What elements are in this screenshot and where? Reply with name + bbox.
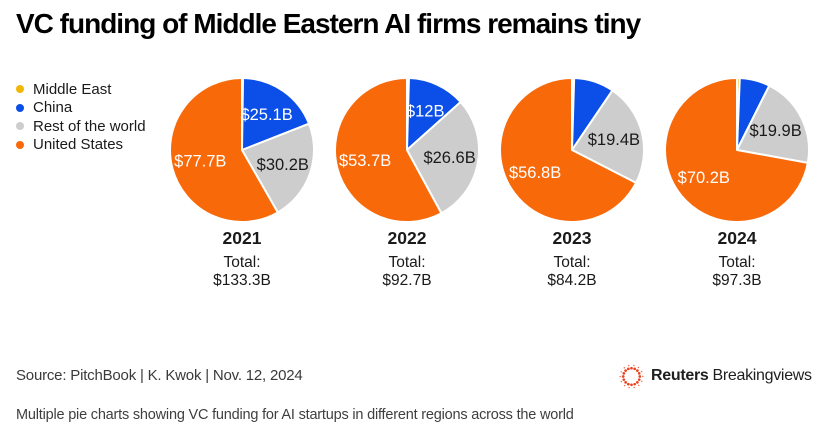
pie-slice-united-states <box>169 77 279 223</box>
legend-item-china: China <box>16 99 146 118</box>
legend-label: Middle East <box>33 80 112 98</box>
slice-value-label: $12B <box>406 102 445 120</box>
logo-dot <box>630 366 633 370</box>
year-label: 2023 <box>552 228 592 248</box>
total-value: $97.3B <box>712 272 762 289</box>
pie-slice-rest-of-world <box>571 89 645 184</box>
logo-dot <box>633 364 635 366</box>
reuters-breakingviews-logo: Reuters Breakingviews <box>618 362 812 390</box>
united-states-dot-icon <box>16 140 24 149</box>
logo-dot <box>640 370 643 372</box>
total-value: $84.2B <box>547 272 597 289</box>
page-title: VC funding of Middle Eastern AI firms re… <box>16 8 641 39</box>
pie-chart-2024: $19.9B $70.2B <box>657 70 817 230</box>
slice-value-label: $19.4B <box>588 131 640 149</box>
logo-dot <box>626 366 630 370</box>
logo-text-regular: Breakingviews <box>712 367 812 384</box>
pie-slice-united-states <box>499 77 638 223</box>
pie-caption-2024: 2024 Total: $97.3B <box>657 228 817 290</box>
logo-dot <box>620 370 622 372</box>
total-value: $92.7B <box>382 272 432 289</box>
pie-chart-2023: $19.4B $56.8B <box>492 70 652 230</box>
pie-slice-rest-of-world <box>241 122 315 214</box>
legend-label: Rest of the world <box>33 117 146 135</box>
logo-dot <box>623 366 626 369</box>
logo-dot <box>622 377 626 381</box>
pie-slice-china <box>406 77 462 151</box>
year-label: 2022 <box>387 228 427 248</box>
total-label: Total: <box>553 254 591 271</box>
middle-east-dot-icon <box>16 85 24 94</box>
slice-value-label: $26.6B <box>423 149 475 167</box>
logo-dot <box>620 380 623 382</box>
rest-of-world-dot-icon <box>16 122 24 131</box>
logo-dot <box>637 366 640 368</box>
pie-slice-united-states <box>334 77 443 223</box>
logo-dot <box>636 380 639 384</box>
pie-caption-2021: 2021 Total: $133.3B <box>162 228 322 290</box>
logo-dot <box>636 368 639 372</box>
pie-slice-china <box>241 77 311 151</box>
slice-value-label: $70.2B <box>678 169 730 187</box>
pie-caption-2023: 2023 Total: $84.2B <box>492 228 652 290</box>
logo-dot <box>633 366 637 370</box>
pie-slice-united-states <box>664 77 809 223</box>
reuters-dotted-circle-icon <box>619 364 644 388</box>
logo-text-bold: Reuters <box>651 367 709 384</box>
total-label: Total: <box>388 254 426 271</box>
logo-dot <box>641 380 643 382</box>
year-label: 2021 <box>222 228 262 248</box>
pie-chart-2021: $25.1B $30.2B $77.7B <box>162 70 322 230</box>
logo-dot <box>633 382 637 386</box>
total-value: $133.3B <box>213 272 271 289</box>
legend-label: United States <box>33 136 124 154</box>
slice-value-label: $77.7B <box>174 153 226 171</box>
logo-dot <box>633 386 635 388</box>
logo-dot <box>630 382 633 386</box>
logo-dot <box>637 383 640 386</box>
chart-alt-text-caption: Multiple pie charts showing VC funding f… <box>16 407 574 423</box>
logo-dot <box>624 380 627 384</box>
legend: Middle East China Rest of the world Unit… <box>16 80 146 154</box>
legend-item-rest-of-world: Rest of the world <box>16 117 146 136</box>
legend-label: China <box>33 99 73 117</box>
logo-dot <box>622 371 626 375</box>
slice-value-label: $56.8B <box>509 164 561 182</box>
logo-dot <box>638 374 642 378</box>
total-label: Total: <box>718 254 756 271</box>
logo-dot <box>619 375 621 377</box>
pie-chart-2022: $12B $26.6B $53.7B <box>327 70 487 230</box>
slice-value-label: $25.1B <box>240 106 292 124</box>
source-attribution: Source: PitchBook | K. Kwok | Nov. 12, 2… <box>16 367 303 384</box>
logo-dot <box>624 368 627 372</box>
china-dot-icon <box>16 103 24 112</box>
logo-dot <box>628 364 630 366</box>
pie-caption-2022: 2022 Total: $92.7B <box>327 228 487 290</box>
logo-dot <box>637 371 641 375</box>
logo-dot <box>623 384 626 386</box>
slice-value-label: $19.9B <box>749 122 801 140</box>
pie-slice-rest-of-world <box>406 100 480 215</box>
logo-dot <box>642 375 644 377</box>
logo-dot <box>621 374 625 378</box>
legend-item-united-states: United States <box>16 136 146 155</box>
slice-value-label: $53.7B <box>339 152 391 170</box>
slice-value-label: $30.2B <box>257 156 309 174</box>
year-label: 2024 <box>717 228 757 248</box>
total-label: Total: <box>223 254 261 271</box>
logo-dot <box>626 382 630 386</box>
logo-dot <box>637 377 641 381</box>
legend-item-middle-east: Middle East <box>16 80 146 99</box>
logo-dot <box>628 386 630 388</box>
pie-slice-rest-of-world <box>736 84 811 164</box>
